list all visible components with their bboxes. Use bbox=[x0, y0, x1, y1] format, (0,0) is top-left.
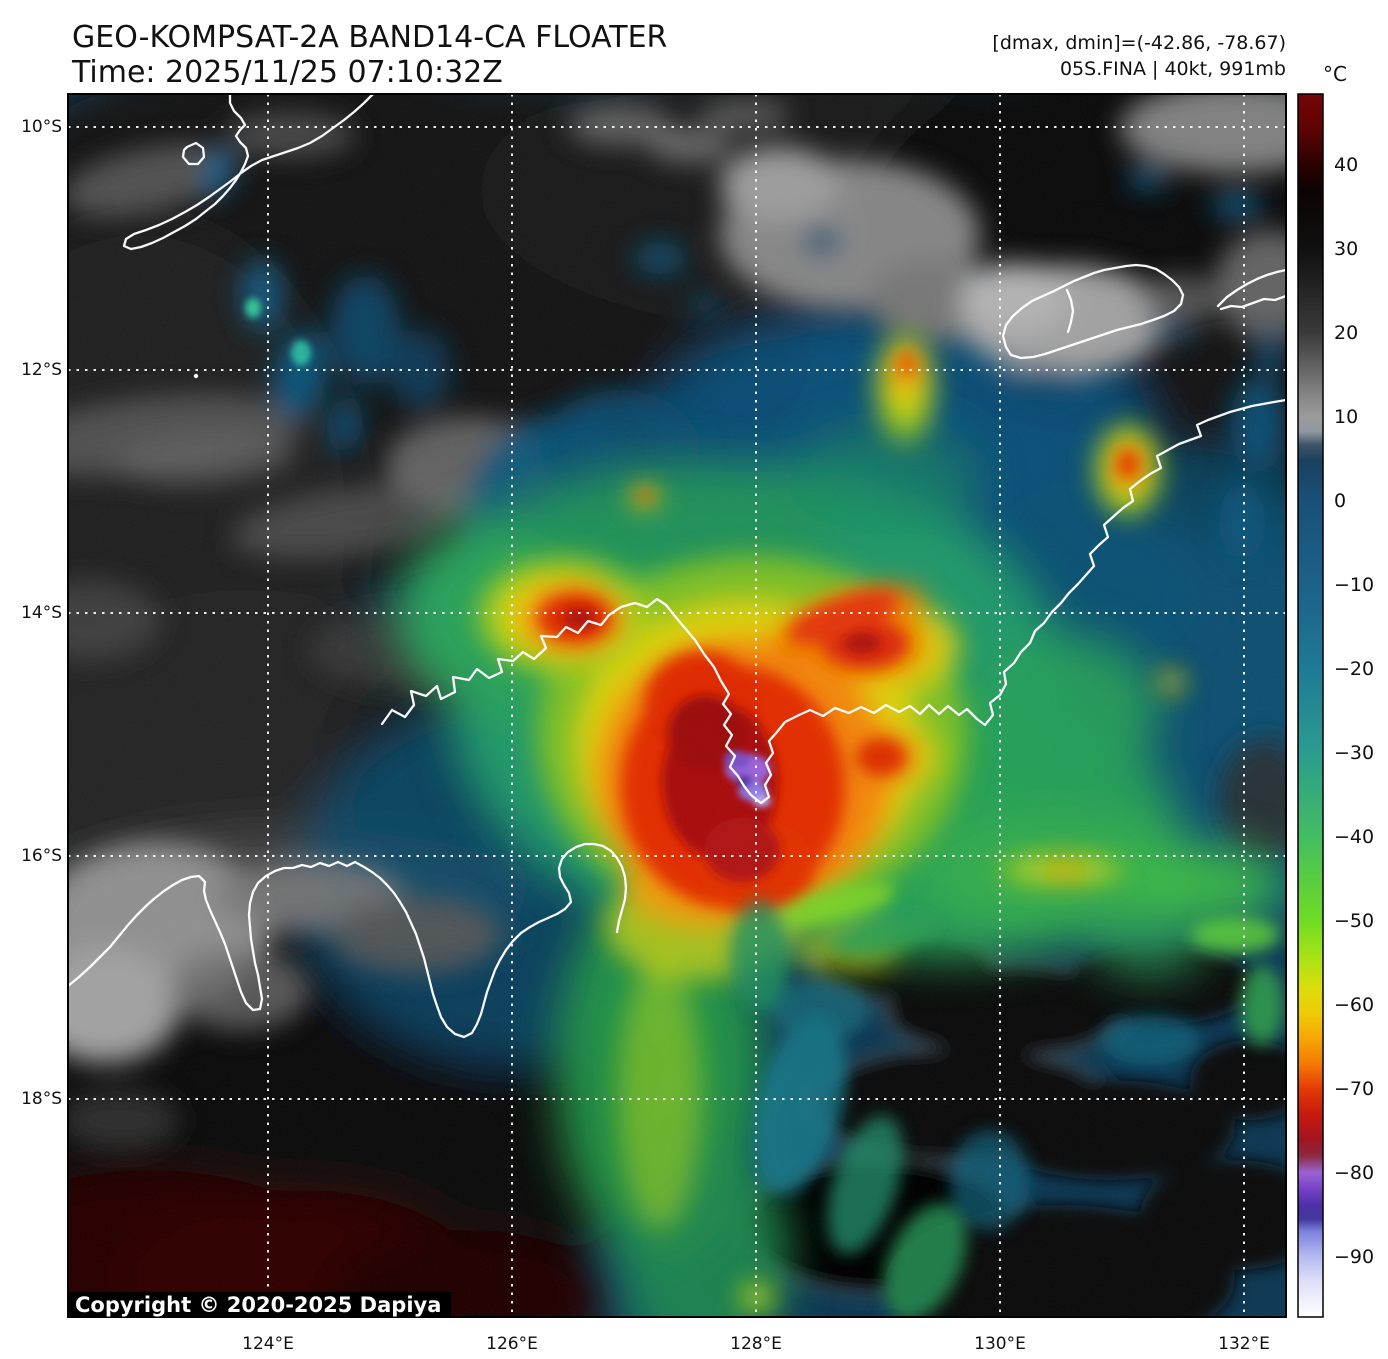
colorbar-tick-label: −40 bbox=[1334, 826, 1375, 848]
lon-tick-label: 126°E bbox=[486, 1334, 538, 1354]
lat-tick-label: 10°S bbox=[21, 117, 62, 137]
colorbar-tick-label: −50 bbox=[1334, 910, 1375, 932]
coastline-cobourg-north bbox=[1216, 268, 1286, 308]
colorbar-tick-label: 20 bbox=[1334, 322, 1359, 344]
annotation-block: [dmax, dmin]=(-42.86, -78.67) 05S.FINA |… bbox=[992, 30, 1286, 82]
colorbar-tick-label: −70 bbox=[1334, 1078, 1375, 1100]
colorbar bbox=[1297, 93, 1324, 1318]
colorbar-unit-label: °C bbox=[1323, 62, 1347, 86]
colorbar-tick-label: −30 bbox=[1334, 742, 1375, 764]
coastline-kimberley-nt bbox=[380, 398, 1286, 805]
image-timestamp: Time: 2025/11/25 07:10:32Z bbox=[72, 55, 503, 90]
colorbar-tick-label: −80 bbox=[1334, 1162, 1375, 1184]
map-border bbox=[67, 93, 1287, 1318]
lon-tick-label: 130°E bbox=[974, 1334, 1026, 1354]
colorbar-tick-label: −90 bbox=[1334, 1246, 1375, 1268]
lon-tick-label: 128°E bbox=[730, 1334, 782, 1354]
lon-tick-label: 132°E bbox=[1218, 1334, 1270, 1354]
coastline-cobourg-south bbox=[1219, 294, 1286, 311]
hot-pixel-speck bbox=[193, 373, 199, 379]
lon-tick-label: 124°E bbox=[242, 1334, 294, 1354]
coastline-timor bbox=[122, 94, 375, 251]
colorbar-tick-label: 40 bbox=[1334, 154, 1359, 176]
image-title: GEO-KOMPSAT-2A BAND14-CA FLOATER bbox=[72, 20, 668, 55]
sensor-grain-texture bbox=[68, 94, 1286, 1317]
colorbar-tick-label: −20 bbox=[1334, 658, 1375, 680]
colorbar-tick-label: 10 bbox=[1334, 406, 1359, 428]
copyright-banner: Copyright © 2020-2025 Dapiya bbox=[68, 1292, 452, 1318]
coastline-tiwi-strait bbox=[1065, 288, 1075, 334]
coastlines bbox=[68, 94, 1286, 1039]
colorbar-tick-label: 30 bbox=[1334, 238, 1359, 260]
lat-tick-label: 16°S bbox=[21, 846, 62, 866]
colorbar-tick-label: −60 bbox=[1334, 994, 1375, 1016]
dmax-dmin-readout: [dmax, dmin]=(-42.86, -78.67) bbox=[992, 32, 1286, 54]
colorbar-tick-label: 0 bbox=[1334, 490, 1347, 512]
coastline-king-sound bbox=[68, 842, 628, 1039]
lat-tick-label: 14°S bbox=[21, 603, 62, 623]
coastline-timor-islet bbox=[181, 141, 206, 166]
lat-tick-label: 12°S bbox=[21, 360, 62, 380]
storm-id-intensity: 05S.FINA | 40kt, 991mb bbox=[1059, 58, 1286, 80]
colorbar-tick-label: −10 bbox=[1334, 574, 1375, 596]
coastline-tiwi-islands bbox=[1001, 263, 1185, 360]
lat-tick-label: 18°S bbox=[21, 1089, 62, 1109]
